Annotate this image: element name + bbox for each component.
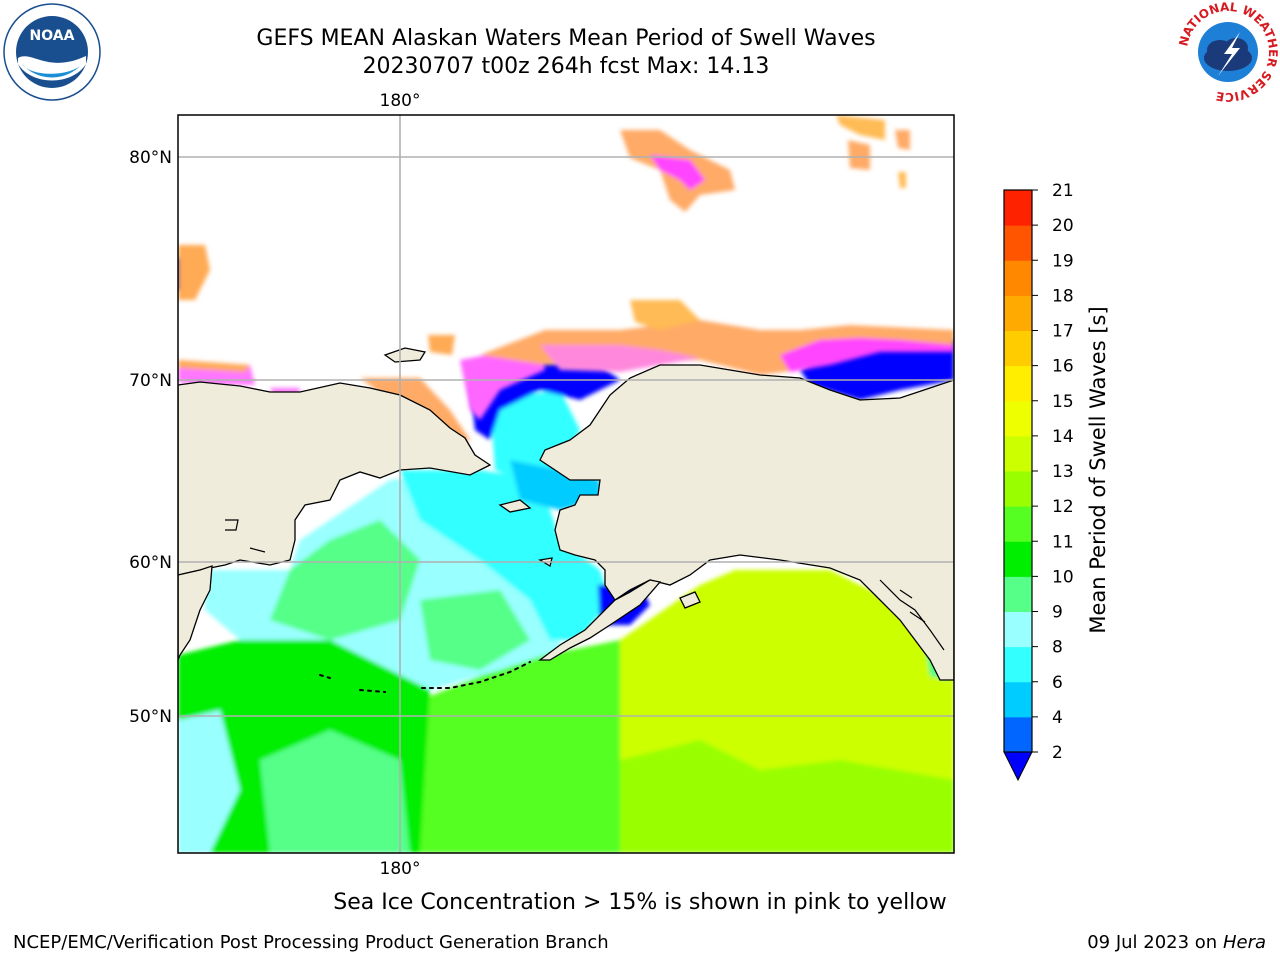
footer-host: Hera bbox=[1222, 932, 1266, 953]
chart-subtitle: 20230707 t00z 264h fcst Max: 14.13 bbox=[362, 54, 770, 79]
colorbar-tick-label: 18 bbox=[1052, 286, 1074, 306]
lat-label-80n: 80°N bbox=[129, 148, 172, 168]
colorbar-tick-label: 2 bbox=[1052, 743, 1063, 763]
footer-date: 09 Jul 2023 on Hera bbox=[1087, 932, 1266, 953]
footer-producer: NCEP/EMC/Verification Post Processing Pr… bbox=[13, 932, 609, 953]
chart-title: GEFS MEAN Alaskan Waters Mean Period of … bbox=[256, 26, 876, 51]
noaa-logo-text: NOAA bbox=[30, 28, 75, 44]
lon-label-top: 180° bbox=[380, 91, 421, 111]
colorbar-tick-label: 19 bbox=[1052, 251, 1074, 271]
colorbar-tick-label: 13 bbox=[1052, 462, 1074, 482]
colorbar-title: Mean Period of Swell Waves [s] bbox=[1086, 306, 1110, 633]
land-st-lawrence bbox=[498, 499, 532, 513]
colorbar-tick-label: 10 bbox=[1052, 567, 1074, 587]
colorbar-segment bbox=[1004, 400, 1032, 437]
colorbar-segment bbox=[1004, 365, 1032, 402]
colorbar-segment bbox=[1004, 295, 1032, 331]
sea-ice-caption: Sea Ice Concentration > 15% is shown in … bbox=[333, 890, 947, 915]
colorbar-segment bbox=[1004, 506, 1032, 542]
colorbar-tick-label: 20 bbox=[1052, 216, 1074, 236]
colorbar-segment bbox=[1004, 435, 1032, 472]
colorbar-tick-label: 9 bbox=[1052, 603, 1063, 623]
colorbar-tick-label: 11 bbox=[1052, 532, 1074, 552]
colorbar-tick-label: 17 bbox=[1052, 322, 1074, 342]
colorbar-segment bbox=[1004, 576, 1032, 612]
colorbar-segment bbox=[1004, 225, 1032, 261]
colorbar-under-arrow bbox=[1003, 751, 1033, 782]
aleutian-islands bbox=[319, 661, 531, 693]
colorbar-segment bbox=[1004, 646, 1032, 683]
gridlines bbox=[178, 115, 954, 853]
inlet-coast bbox=[225, 519, 945, 651]
colorbar-tick-label: 8 bbox=[1052, 638, 1063, 658]
colorbar: 2 4 6 8 9 10 11 12 13 14 15 16 17 18 19 20 21 bbox=[1003, 181, 1074, 782]
lon-label-bottom: 180° bbox=[380, 859, 421, 879]
colorbar-tick-label: 4 bbox=[1052, 708, 1063, 728]
land-kodiak bbox=[679, 591, 701, 609]
lat-label-60n: 60°N bbox=[129, 553, 172, 573]
map-area bbox=[178, 115, 954, 853]
land-masses bbox=[178, 347, 954, 681]
colorbar-tick-label: 21 bbox=[1052, 181, 1074, 201]
colorbar-segment bbox=[1004, 716, 1032, 753]
sea-ice-layer bbox=[178, 115, 954, 445]
colorbar-segment bbox=[1004, 541, 1032, 577]
colorbar-segment bbox=[1004, 330, 1032, 367]
colorbar-tick-label: 15 bbox=[1052, 392, 1074, 412]
colorbar-segment bbox=[1004, 471, 1032, 507]
colorbar-tick-label: 12 bbox=[1052, 497, 1074, 517]
land-siberia bbox=[178, 381, 492, 576]
colorbar-tick-label: 14 bbox=[1052, 427, 1074, 447]
land-wrangel bbox=[383, 347, 427, 363]
colorbar-tick-label: 6 bbox=[1052, 673, 1063, 693]
map-frame bbox=[177, 114, 955, 854]
colorbar-segment bbox=[1004, 260, 1032, 296]
colorbar-tick-label: 16 bbox=[1052, 357, 1074, 377]
footer-date-text: 09 Jul 2023 on bbox=[1087, 932, 1223, 953]
lat-label-70n: 70°N bbox=[129, 371, 172, 391]
noaa-logo: NOAA bbox=[3, 3, 101, 101]
colorbar-segment bbox=[1004, 611, 1032, 648]
land-alaska-peninsula bbox=[538, 579, 662, 661]
land-alaska bbox=[539, 364, 954, 681]
nws-logo: NATIONAL WEATHER SERVICE bbox=[1178, 2, 1278, 102]
colorbar-segment bbox=[1004, 681, 1032, 718]
swell-field bbox=[178, 258, 954, 853]
colorbar-segment bbox=[1004, 190, 1032, 226]
lat-label-50n: 50°N bbox=[129, 707, 172, 727]
